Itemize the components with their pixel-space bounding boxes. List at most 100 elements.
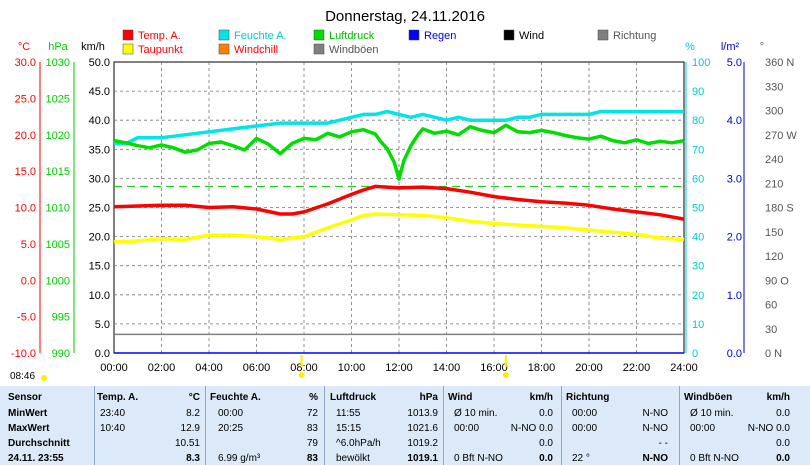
x-tick-label: 16:00 [480, 362, 508, 374]
legend-swatch [218, 43, 230, 55]
tick-label-wind: 20.0 [89, 232, 110, 244]
tick-label-humidity: 10 [692, 319, 704, 331]
legend-swatch [313, 29, 325, 41]
stats-row: MinWert 23:40 8.2 00:00 72 11:55 1013.9 Ø 10 mi… [0, 406, 810, 421]
stats-cell: Windböen [684, 392, 733, 403]
tick-label-temp: 30.0 [15, 57, 36, 69]
tick-label-humidity: 80 [692, 115, 704, 127]
stats-cell: - - [658, 438, 668, 449]
stats-cell: km/h [766, 392, 790, 403]
tick-label-wind: 30.0 [89, 173, 110, 185]
stats-cell: 1013.9 [407, 408, 438, 419]
chart-title: Donnerstag, 24.11.2016 [325, 8, 485, 25]
axis-unit-direction: ° [760, 41, 764, 53]
legend-label: Wind [519, 30, 544, 42]
legend-label: Windchill [234, 44, 278, 56]
time-marker-dot [298, 372, 305, 378]
stats-cell: % [309, 392, 318, 403]
tick-label-direction: 120 [765, 251, 783, 263]
x-tick-label: 22:00 [623, 362, 651, 374]
tick-label-rain: 5.0 [727, 57, 742, 69]
time-marker-dot [502, 372, 509, 378]
tick-label-wind: 35.0 [89, 144, 110, 156]
tick-label-pressure: 1025 [46, 93, 70, 105]
stats-cell: °C [188, 392, 200, 403]
tick-label-direction: 210 [765, 178, 783, 190]
tick-label-pressure: 1000 [46, 275, 70, 287]
stats-separator [94, 386, 95, 465]
stats-separator [324, 386, 325, 465]
stats-separator [205, 386, 206, 465]
x-tick-label: 00:00 [100, 362, 128, 374]
x-tick-label: 10:00 [338, 362, 366, 374]
series-line-luftdruck [113, 123, 685, 181]
y-axes: 30.025.020.015.010.05.00.0-5.0-10.010301… [11, 57, 797, 360]
legend-label: Richtung [613, 30, 656, 42]
stats-cell: hPa [419, 392, 438, 403]
tick-label-wind: 45.0 [89, 86, 110, 98]
tick-label-rain: 4.0 [727, 115, 742, 127]
legend-swatch [122, 29, 134, 41]
tick-label-rain: 1.0 [727, 290, 742, 302]
tick-label-direction: 360 N [765, 57, 794, 69]
x-tick-label: 18:00 [528, 362, 556, 374]
tick-label-wind: 5.0 [95, 319, 110, 331]
tick-label-wind: 15.0 [89, 261, 110, 273]
tick-label-direction: 270 W [765, 130, 797, 142]
stats-cell: ^6.0hPa/h [336, 438, 381, 449]
stats-cell: 0.0 [776, 453, 790, 464]
tick-label-direction: 300 [765, 106, 783, 118]
stats-cell: 0.0 [539, 408, 553, 419]
stats-cell: Richtung [566, 392, 610, 403]
stats-cell: 15:15 [336, 423, 362, 434]
stats-cell: 0 Bft N-NO [454, 453, 503, 464]
legend-swatch [313, 43, 325, 55]
tick-label-pressure: 1020 [46, 130, 70, 142]
series-line-feuchte-a- [114, 109, 684, 146]
x-tick-label: 24:00 [670, 362, 698, 374]
series-line-temp-a- [113, 184, 685, 221]
tick-label-temp: 5.0 [21, 239, 36, 251]
x-tick-label: 12:00 [385, 362, 413, 374]
axis-unit-wind: km/h [81, 41, 105, 53]
stats-cell: Wind [448, 392, 473, 403]
tick-label-pressure: 1015 [46, 166, 70, 178]
stats-cell: 0.0 [539, 438, 553, 449]
tick-label-temp: 15.0 [15, 166, 36, 178]
stats-cell: 12.9 [180, 423, 200, 434]
axis-unit-temp: °C [18, 41, 30, 53]
legend-label: Taupunkt [138, 44, 183, 56]
tick-label-temp: -10.0 [11, 348, 36, 360]
legend-label: Regen [424, 30, 456, 42]
tick-label-direction: 240 [765, 154, 783, 166]
tick-label-humidity: 100 [692, 57, 710, 69]
tick-label-rain: 3.0 [727, 173, 742, 185]
stats-cell: N-NO [642, 453, 668, 464]
axis-units: °C hPa km/h% l/m² ° [18, 41, 764, 53]
tick-label-temp: 0.0 [21, 275, 36, 287]
stats-cell: 8.2 [186, 408, 200, 419]
tick-label-humidity: 30 [692, 261, 704, 273]
tick-label-temp: 20.0 [15, 130, 36, 142]
stats-cell: N-NO 0.0 [510, 423, 553, 434]
tick-label-temp: 25.0 [15, 93, 36, 105]
axis-unit-rain: l/m² [721, 41, 740, 53]
tick-label-temp: -5.0 [17, 312, 36, 324]
stats-cell: MaxWert [8, 423, 50, 434]
axis-unit-pressure: hPa [48, 41, 68, 53]
tick-label-direction: 0 N [765, 348, 782, 360]
legend: Temp. A. Feuchte A. Luftdruck Regen Wind Rich… [122, 29, 656, 56]
stats-cell: N-NO [642, 423, 668, 434]
stats-cell: Sensor [8, 392, 42, 403]
x-tick-label: 02:00 [148, 362, 176, 374]
tick-label-rain: 0.0 [727, 348, 742, 360]
stats-cell: bewölkt [336, 453, 370, 464]
tick-label-rain: 2.0 [727, 232, 742, 244]
tick-label-humidity: 60 [692, 173, 704, 185]
stats-cell: 1021.6 [407, 423, 438, 434]
marker-layer [41, 355, 509, 381]
stats-cell: 22 ° [572, 453, 590, 464]
stats-cell: Luftdruck [330, 392, 377, 403]
stats-row: Durchschnitt 10.51 79 ^6.0hPa/h 1019.2 0.0 - -… [0, 436, 810, 451]
tick-label-pressure: 1030 [46, 57, 70, 69]
